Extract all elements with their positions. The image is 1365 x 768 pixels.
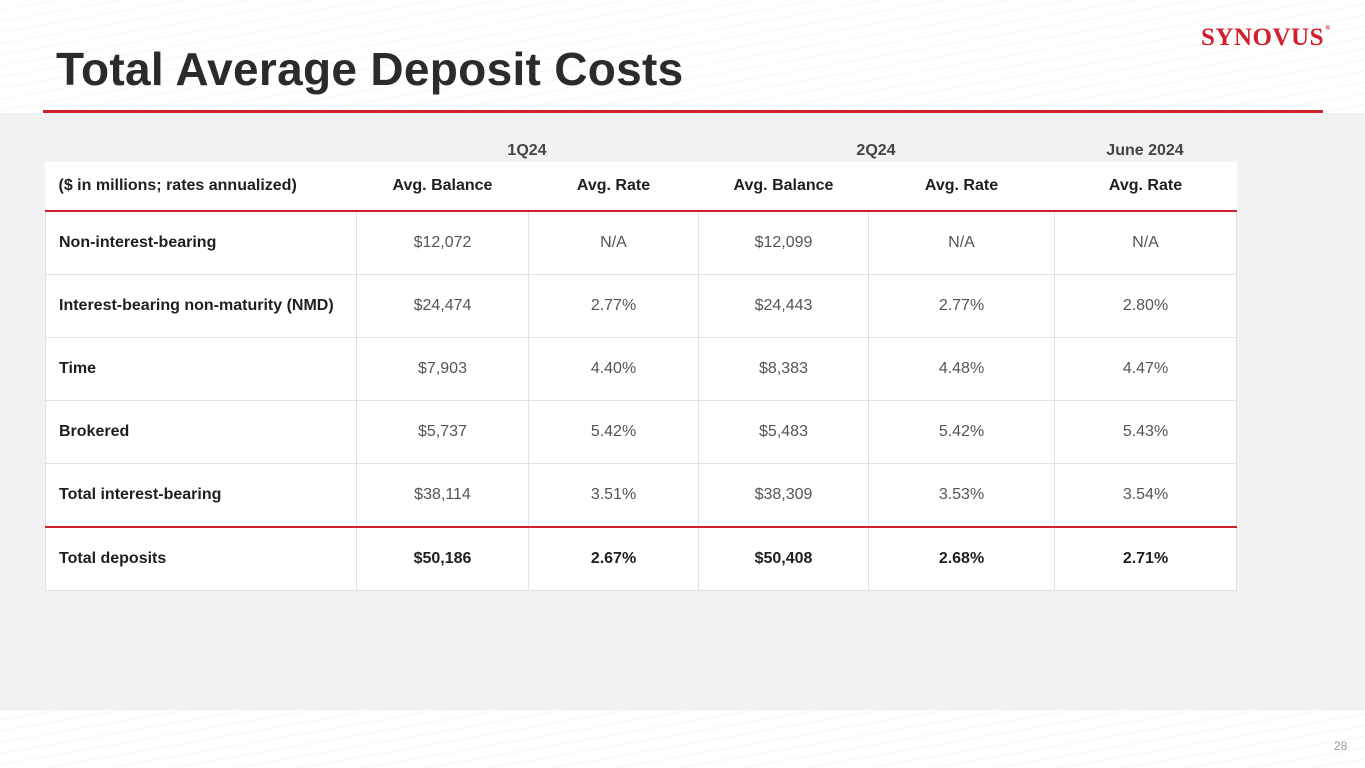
row-label: Interest-bearing non-maturity (NMD) <box>45 274 357 338</box>
title-divider <box>43 110 1323 113</box>
table-row: Non-interest-bearing $12,072 N/A $12,099… <box>45 211 1237 275</box>
row-label: Non-interest-bearing <box>45 211 357 275</box>
table-cell: $38,114 <box>356 463 529 528</box>
table-cell: 2.68% <box>868 527 1055 591</box>
table-cell: $24,474 <box>356 274 529 338</box>
table-cell: N/A <box>1054 211 1237 275</box>
table-header-row: ($ in millions; rates annualized) Avg. B… <box>45 162 1237 212</box>
table-cell: $7,903 <box>356 337 529 401</box>
deposit-costs-table: ($ in millions; rates annualized) Avg. B… <box>45 162 1237 591</box>
page-number: 28 <box>1334 739 1348 753</box>
total-row: Total deposits $50,186 2.67% $50,408 2.6… <box>45 527 1237 591</box>
table-cell: 2.80% <box>1054 274 1237 338</box>
table-cell: $5,737 <box>356 400 529 464</box>
column-header: Avg. Rate <box>528 162 699 212</box>
table-cell: 2.77% <box>868 274 1055 338</box>
table-cell: N/A <box>868 211 1055 275</box>
row-label: Total deposits <box>45 527 357 591</box>
period-header-2q24: 2Q24 <box>856 142 896 159</box>
table-cell: 2.71% <box>1054 527 1237 591</box>
table-row: Interest-bearing non-maturity (NMD) $24,… <box>45 274 1237 338</box>
footer-background <box>0 710 1365 768</box>
table-row: Time $7,903 4.40% $8,383 4.48% 4.47% <box>45 337 1237 401</box>
table-cell: N/A <box>528 211 699 275</box>
table-cell: $8,383 <box>698 337 869 401</box>
logo-mark: ® <box>1324 24 1331 32</box>
table-cell: $38,309 <box>698 463 869 528</box>
table-cell: $24,443 <box>698 274 869 338</box>
table-cell: $50,186 <box>356 527 529 591</box>
table-cell: 4.48% <box>868 337 1055 401</box>
table-cell: 5.42% <box>868 400 1055 464</box>
table-cell: 3.53% <box>868 463 1055 528</box>
synovus-logo: SYNOVUS® <box>1201 24 1331 52</box>
table-cell: 3.54% <box>1054 463 1237 528</box>
period-header-1q24: 1Q24 <box>507 142 547 159</box>
row-label: Total interest-bearing <box>45 463 357 528</box>
column-header: Avg. Rate <box>868 162 1055 212</box>
page-title: Total Average Deposit Costs <box>56 43 684 95</box>
row-label: Brokered <box>45 400 357 464</box>
table-cell: $50,408 <box>698 527 869 591</box>
table-cell: 4.40% <box>528 337 699 401</box>
table-cell: $12,099 <box>698 211 869 275</box>
table-cell: 2.77% <box>528 274 699 338</box>
table-cell: 5.42% <box>528 400 699 464</box>
column-header: Avg. Rate <box>1054 162 1237 212</box>
table-cell: 5.43% <box>1054 400 1237 464</box>
column-header: Avg. Balance <box>356 162 529 212</box>
table-cell: 2.67% <box>528 527 699 591</box>
header-background <box>0 0 1365 112</box>
table-row: Brokered $5,737 5.42% $5,483 5.42% 5.43% <box>45 400 1237 464</box>
column-header: Avg. Balance <box>698 162 869 212</box>
table-cell: $12,072 <box>356 211 529 275</box>
column-header: ($ in millions; rates annualized) <box>45 162 357 212</box>
table-cell: 3.51% <box>528 463 699 528</box>
table-cell: 4.47% <box>1054 337 1237 401</box>
logo-text: SYNOVUS <box>1201 24 1324 51</box>
table-row: Total interest-bearing $38,114 3.51% $38… <box>45 463 1237 528</box>
period-header-june-2024: June 2024 <box>1106 142 1184 159</box>
table-cell: $5,483 <box>698 400 869 464</box>
row-label: Time <box>45 337 357 401</box>
